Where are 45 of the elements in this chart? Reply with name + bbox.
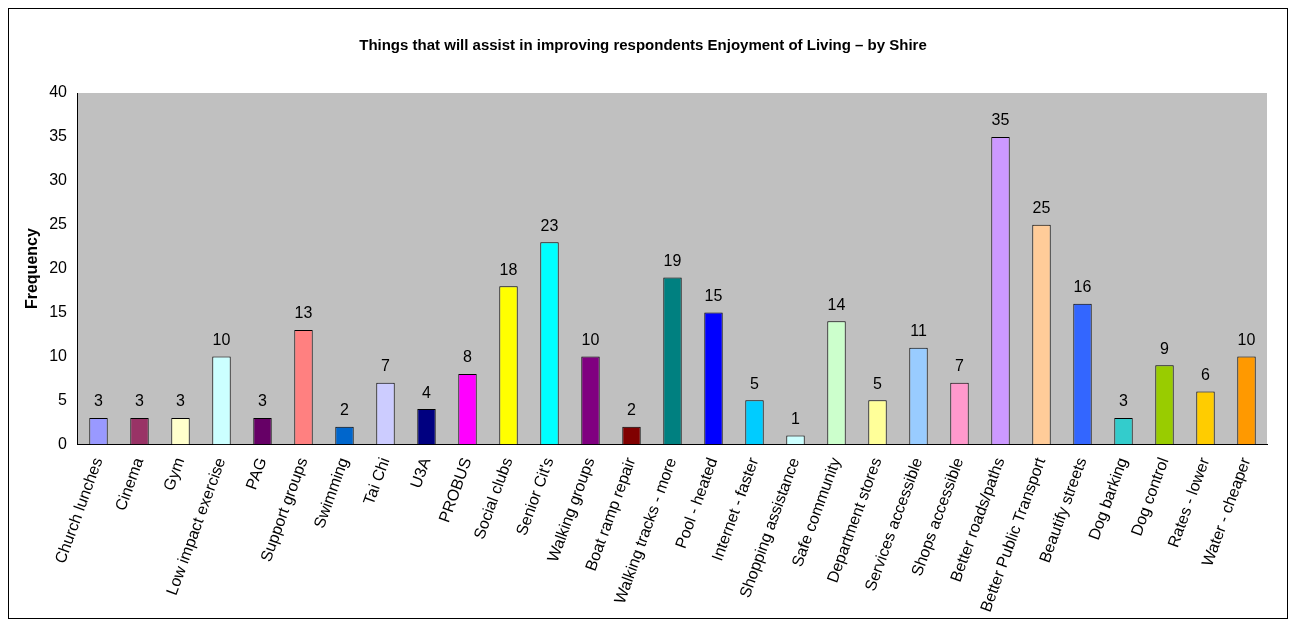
data-label: 23	[540, 216, 559, 234]
data-label: 7	[381, 357, 391, 375]
data-label: 10	[1237, 330, 1256, 348]
data-label: 18	[499, 260, 518, 278]
x-tick-label: U3A	[406, 454, 434, 491]
data-label: 25	[1032, 199, 1051, 217]
data-label: 3	[94, 392, 104, 410]
x-tick-label: Tai Chi	[359, 455, 393, 508]
y-tick-label: 15	[49, 302, 68, 320]
data-label: 2	[340, 401, 350, 419]
data-label: 14	[827, 295, 846, 313]
y-tick-label: 10	[49, 346, 68, 364]
data-label: 2	[627, 401, 637, 419]
y-tick-label: 25	[49, 215, 68, 233]
y-tick-label: 5	[58, 390, 68, 408]
data-label: 1	[791, 409, 801, 427]
data-label: 7	[955, 357, 965, 375]
y-tick-label: 35	[49, 127, 68, 145]
y-tick-label: 30	[49, 171, 68, 189]
data-label: 9	[1160, 339, 1170, 357]
data-label: 19	[663, 251, 682, 269]
y-tick-label: 20	[49, 259, 68, 277]
data-label: 3	[1119, 392, 1129, 410]
chart-title: Things that will assist in improving respondents Enjoyment of Living – by Shire	[359, 36, 927, 54]
data-label: 10	[212, 330, 231, 348]
data-label: 3	[135, 392, 145, 410]
data-label: 13	[294, 304, 313, 322]
data-label: 4	[422, 383, 432, 401]
y-axis-title: Frequency	[23, 228, 41, 310]
data-label: 10	[581, 330, 600, 348]
data-label: 11	[910, 322, 927, 340]
data-label: 3	[258, 392, 268, 410]
data-label: 5	[873, 374, 883, 392]
data-label: 16	[1073, 278, 1092, 296]
data-label: 6	[1201, 365, 1211, 383]
x-tick-label: PAG	[242, 455, 270, 492]
y-tick-label: 40	[49, 83, 68, 101]
data-label: 5	[750, 374, 760, 392]
data-label: 3	[176, 392, 186, 410]
data-label: 8	[463, 348, 473, 366]
x-tick-label: Gym	[159, 455, 188, 493]
data-label: 15	[704, 286, 723, 304]
y-tick-label: 0	[58, 434, 68, 452]
data-label: 35	[991, 111, 1010, 129]
x-tick-label: Social clubs	[470, 455, 516, 542]
